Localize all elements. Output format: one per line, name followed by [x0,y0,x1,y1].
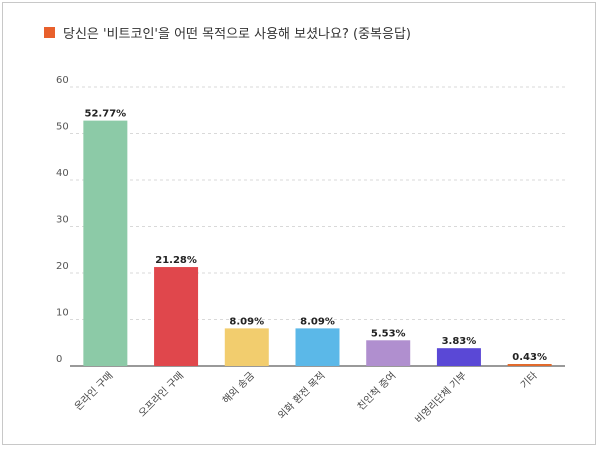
bar [154,267,199,366]
y-tick-label: 60 [56,75,69,86]
chart-title-row: 당신은 '비트코인'을 어떤 목적으로 사용해 보셨나요? (중복응답) [44,22,411,42]
data-label: 8.09% [300,316,335,327]
x-tick-label: 온라인 구매 [72,370,115,413]
x-tick-label: 기타 [518,370,540,392]
data-label: 8.09% [229,316,264,327]
y-tick-label: 50 [56,122,69,133]
data-label: 3.83% [442,336,477,347]
data-label: 0.43% [512,352,547,363]
x-tick-label: 오프라인 구매 [136,370,186,420]
x-tick-label: 외화 환전 목적 [276,370,328,422]
y-tick-label: 0 [56,354,62,365]
bar [83,120,128,366]
bar [224,328,269,366]
chart-title: 당신은 '비트코인'을 어떤 목적으로 사용해 보셨나요? (중복응답) [63,26,411,42]
bar [295,328,340,366]
bar [507,364,552,366]
y-tick-label: 20 [56,261,69,272]
x-tick-label: 비영리단체 기부 [413,370,469,426]
data-label: 21.28% [155,255,197,266]
y-tick-label: 30 [56,215,69,226]
x-tick-label: 해외 송금 [219,369,256,406]
data-label: 5.53% [371,328,406,339]
data-label: 52.77% [85,109,127,120]
title-marker-square [44,26,55,38]
x-tick-label: 친인척 증여 [355,370,398,413]
y-tick-label: 10 [56,308,69,319]
y-tick-label: 40 [56,168,69,179]
bar [436,348,481,366]
bar [366,340,411,366]
